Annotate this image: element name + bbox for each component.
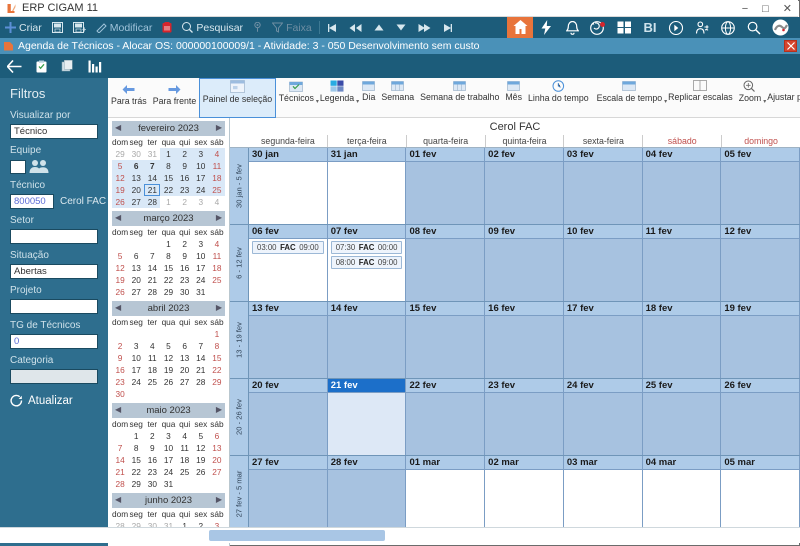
svg-text:+: + bbox=[82, 25, 86, 33]
